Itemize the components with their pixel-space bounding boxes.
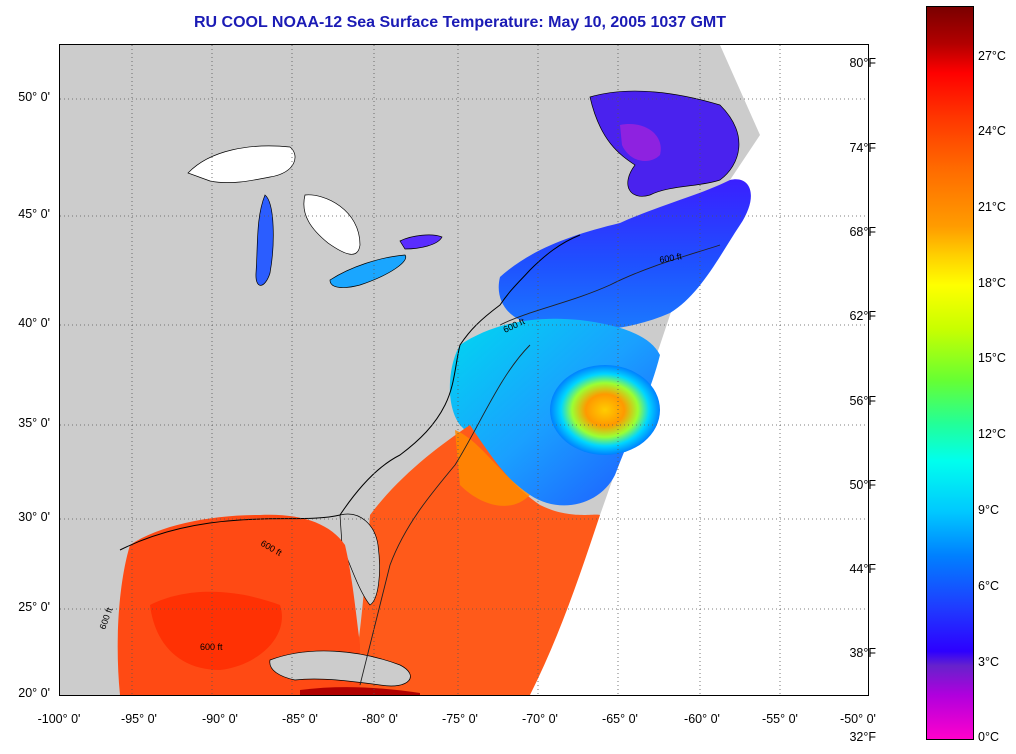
- colorbar-c-label: 0°C: [978, 730, 999, 744]
- colorbar-c-label: 15°C: [978, 351, 1006, 365]
- cuba: [269, 650, 411, 687]
- gridlines: [60, 45, 868, 695]
- lat-label-25: 25° 0': [18, 600, 50, 614]
- colorbar-f-label: 80°F: [849, 56, 876, 70]
- lat-label-30: 30° 0': [18, 510, 50, 524]
- colorbar-f-label: 32°F: [849, 730, 876, 744]
- colorbar-gradient: [926, 6, 974, 740]
- map-title: RU COOL NOAA-12 Sea Surface Temperature:…: [193, 14, 727, 31]
- florida: [339, 513, 380, 606]
- caribbean-water: [300, 687, 420, 695]
- lat-label-35: 35° 0': [18, 416, 50, 430]
- colorbar-c-label: 3°C: [978, 655, 999, 669]
- south-atlantic-water: [350, 425, 600, 695]
- lon-label-75: -75° 0': [442, 712, 478, 726]
- colorbar-f-label: 38°F: [849, 646, 876, 660]
- colorbar-c-label: 18°C: [978, 276, 1006, 290]
- contour-label: 600 ft: [200, 642, 223, 652]
- lake-michigan: [255, 194, 274, 286]
- sst-map-svg: 600 ft 600 ft 600 ft 600 ft 600 ft: [60, 45, 868, 695]
- colorbar-f-label: 74°F: [849, 141, 876, 155]
- warm-core-eddy: [550, 365, 660, 455]
- colorbar-f-label: 68°F: [849, 225, 876, 239]
- colorbar-f-label: 56°F: [849, 394, 876, 408]
- colorbar-f-label: 44°F: [849, 562, 876, 576]
- northern-shelf-water: [498, 179, 751, 331]
- gulf-stream-band: [455, 430, 530, 506]
- lon-label-100: -100° 0': [37, 712, 81, 726]
- lat-label-20: 20° 0': [18, 686, 50, 700]
- gulf-purple-patches: [620, 124, 661, 161]
- colorbar-f-label: 50°F: [849, 478, 876, 492]
- colorbar-c-label: 24°C: [978, 124, 1006, 138]
- sst-map: 600 ft 600 ft 600 ft 600 ft 600 ft: [59, 44, 869, 696]
- lon-label-85: -85° 0': [282, 712, 318, 726]
- lake-superior: [187, 145, 296, 183]
- east-coastline: [339, 234, 581, 516]
- lon-label-70: -70° 0': [522, 712, 558, 726]
- lon-label-55: -55° 0': [762, 712, 798, 726]
- depth-contour-600ft: [359, 244, 721, 686]
- gulf-coastline: [119, 514, 341, 551]
- gulf-warm-patch: [150, 591, 282, 670]
- lat-label-40: 40° 0': [18, 316, 50, 330]
- lake-huron: [303, 194, 361, 255]
- gulf-st-lawrence: [589, 90, 740, 197]
- lake-erie: [329, 254, 407, 288]
- lake-ontario: [399, 234, 443, 250]
- colorbar-c-label: 21°C: [978, 200, 1006, 214]
- colorbar-c-label: 27°C: [978, 49, 1006, 63]
- lon-label-95: -95° 0': [121, 712, 157, 726]
- no-data-region: [528, 45, 868, 695]
- colorbar-c-label: 6°C: [978, 579, 999, 593]
- lon-label-50: -50° 0': [840, 712, 876, 726]
- lat-label-45: 45° 0': [18, 207, 50, 221]
- lon-label-90: -90° 0': [202, 712, 238, 726]
- colorbar-c-label: 12°C: [978, 427, 1006, 441]
- contour-label: 600 ft: [659, 251, 683, 265]
- colorbar: 80°F 74°F 68°F 62°F 56°F 50°F 44°F 38°F …: [849, 6, 1006, 744]
- colorbar-c-label: 9°C: [978, 503, 999, 517]
- lon-label-65: -65° 0': [602, 712, 638, 726]
- lon-label-80: -80° 0': [362, 712, 398, 726]
- lon-label-60: -60° 0': [684, 712, 720, 726]
- colorbar-f-label: 62°F: [849, 309, 876, 323]
- lat-label-50: 50° 0': [18, 90, 50, 104]
